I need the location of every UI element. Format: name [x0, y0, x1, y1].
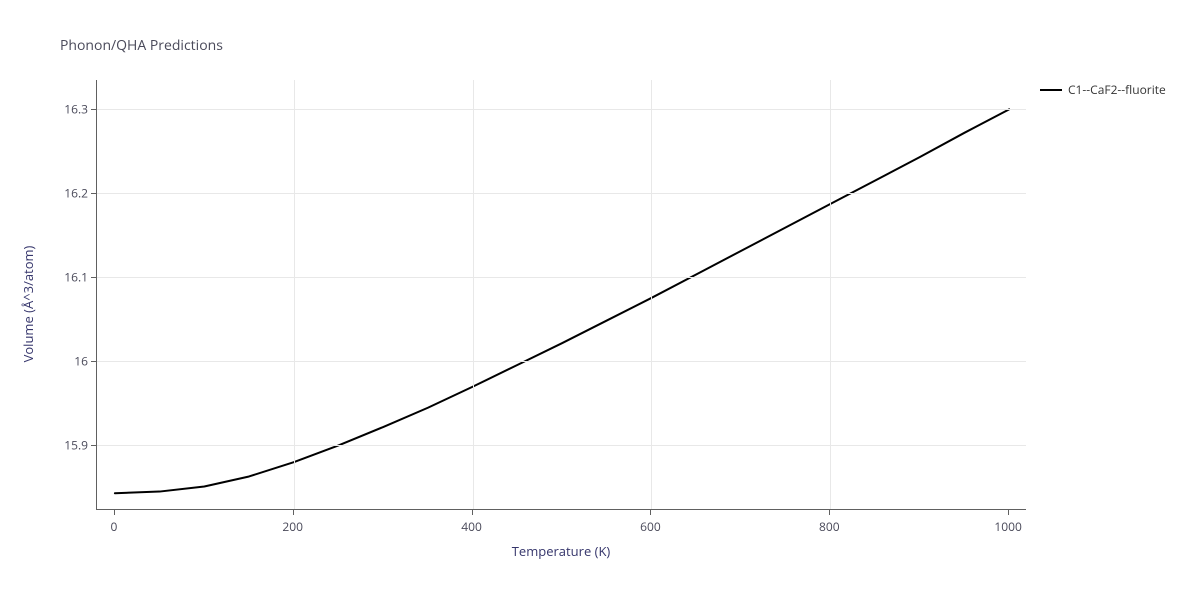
y-tick-label: 15.9	[56, 436, 88, 453]
gridline-h	[97, 109, 1026, 110]
gridline-h	[97, 193, 1026, 194]
y-tick-mark	[91, 193, 96, 194]
y-tick-mark	[91, 277, 96, 278]
x-tick-mark	[829, 510, 830, 515]
y-tick-mark	[91, 361, 96, 362]
y-axis-label: Volume (Å^3/atom)	[19, 246, 37, 363]
legend-swatch	[1040, 89, 1062, 91]
x-tick-label: 400	[461, 518, 482, 535]
gridline-h	[97, 445, 1026, 446]
y-tick-label: 16.3	[56, 101, 88, 118]
x-tick-label: 200	[282, 518, 303, 535]
x-tick-mark	[293, 510, 294, 515]
x-axis-label: Temperature (K)	[512, 542, 611, 560]
y-tick-label: 16	[56, 352, 88, 369]
plot-area	[96, 80, 1026, 510]
legend: C1--CaF2--fluorite	[1040, 81, 1166, 98]
gridline-h	[97, 277, 1026, 278]
x-tick-label: 0	[110, 518, 117, 535]
x-tick-mark	[472, 510, 473, 515]
y-tick-label: 16.2	[56, 185, 88, 202]
x-tick-label: 800	[819, 518, 840, 535]
legend-label: C1--CaF2--fluorite	[1068, 81, 1166, 98]
x-tick-label: 1000	[994, 518, 1021, 535]
y-tick-mark	[91, 445, 96, 446]
y-tick-mark	[91, 109, 96, 110]
series-line	[115, 109, 1009, 493]
chart-title: Phonon/QHA Predictions	[60, 36, 223, 55]
x-tick-mark	[650, 510, 651, 515]
x-tick-mark	[1008, 510, 1009, 515]
x-tick-label: 600	[640, 518, 661, 535]
x-tick-mark	[114, 510, 115, 515]
gridline-h	[97, 361, 1026, 362]
y-tick-label: 16.1	[56, 268, 88, 285]
